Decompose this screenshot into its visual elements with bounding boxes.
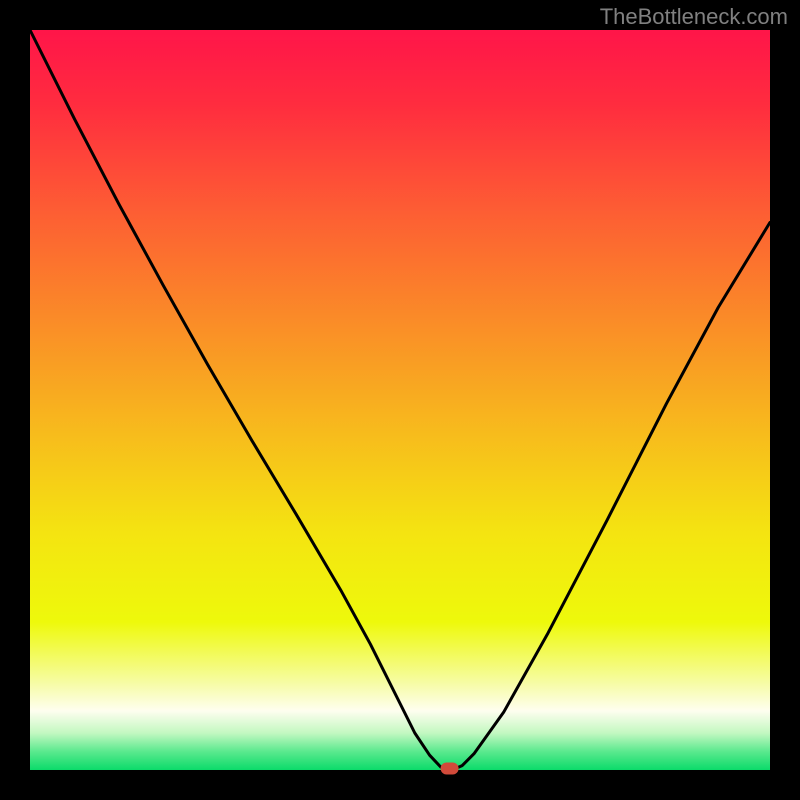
plot-background [30, 30, 770, 770]
bottleneck-chart [0, 0, 800, 800]
watermark-text: TheBottleneck.com [600, 4, 788, 30]
optimal-point-marker [441, 763, 459, 775]
